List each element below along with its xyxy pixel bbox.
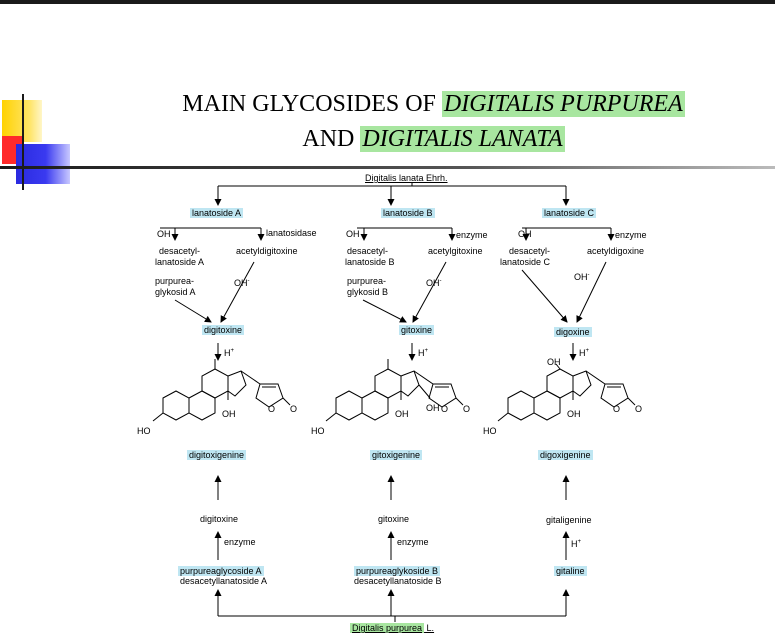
title-line1-highlight: DIGITALIS PURPUREA bbox=[441, 91, 685, 117]
label-acetylgitoxine: acetylgitoxine bbox=[428, 246, 483, 256]
label-c-bottom1: gitaline bbox=[554, 566, 587, 576]
label-a-desacetyl2: lanatoside A bbox=[155, 257, 205, 267]
label-digoxine: digoxine bbox=[554, 327, 592, 337]
label-acetyldigitoxine: acetyldigitoxine bbox=[236, 246, 298, 256]
label-b-oh-left: OH bbox=[346, 229, 360, 239]
label-b-bottom2: desacetyllanatoside B bbox=[354, 576, 442, 586]
label-c-oh-left: OH bbox=[518, 229, 532, 239]
label-a-bottom2: desacetyllanatoside A bbox=[180, 576, 268, 586]
label-a-acid-text: H bbox=[224, 348, 231, 358]
col-c-arrow-desacetyl-down bbox=[521, 269, 568, 323]
label-a-oh-struct: OH bbox=[222, 409, 236, 419]
top-border bbox=[0, 0, 775, 4]
label-a-oh-right: OH- bbox=[234, 278, 250, 288]
label-c-lower-acid-text: H bbox=[571, 539, 578, 549]
title-line2-highlight: DIGITALIS LANATA bbox=[360, 126, 565, 152]
label-digoxigenine: digoxigenine bbox=[538, 450, 593, 460]
col-a-arrow-oh bbox=[220, 261, 255, 323]
label-b-acid: H+ bbox=[418, 348, 429, 358]
label-c-oh-12: OH bbox=[547, 357, 561, 367]
col-a-arrow-purpurea bbox=[174, 299, 212, 323]
label-c-acid: H+ bbox=[579, 348, 590, 358]
label-b-purpurea2: glykosid B bbox=[347, 287, 389, 297]
label-digitoxine: digitoxine bbox=[202, 325, 245, 335]
label-c-desacetyl2: lanatoside C bbox=[500, 257, 551, 267]
label-c-desacetyl: desacetyl- bbox=[509, 246, 551, 256]
label-c-ring-o: O bbox=[613, 404, 621, 414]
label-b-desacetyl2: lanatoside B bbox=[345, 257, 395, 267]
label-b-keto-o: O bbox=[463, 404, 471, 414]
structure-gitoxigenine bbox=[325, 359, 464, 422]
label-purpureaglykoside-b: purpureaglykoside B bbox=[354, 566, 441, 576]
label-b-lower-enzyme: enzyme bbox=[397, 537, 429, 547]
source-bottom-highlight: Digitalis purpurea bbox=[350, 623, 425, 633]
col-c-arrow-acetyl-down bbox=[576, 261, 607, 323]
label-lanatosidase: lanatosidase bbox=[266, 228, 317, 238]
label-a-lower-enzyme: enzyme bbox=[224, 537, 256, 547]
label-purpureaglycoside-a: purpureaglycoside A bbox=[178, 566, 264, 576]
label-b-ring-o: O bbox=[441, 404, 449, 414]
label-acetyldigoxine: acetyldigoxine bbox=[587, 246, 645, 256]
label-b-enzyme: enzyme bbox=[456, 230, 488, 240]
label-a-oh-left: OH bbox=[157, 229, 171, 239]
label-b-purpurea: purpurea- bbox=[347, 276, 387, 286]
label-digitoxigenine: digitoxigenine bbox=[187, 450, 247, 460]
slide-title-line1: MAIN GLYCOSIDES OF DIGITALIS PURPUREA bbox=[0, 90, 775, 118]
col-b-arrow-purpurea bbox=[362, 299, 407, 323]
label-a-lower-glycoside: digitoxine bbox=[200, 514, 239, 524]
decor-blue-block bbox=[16, 144, 70, 184]
label-a-oh-right-text: OH bbox=[234, 278, 248, 288]
label-b-oh-right: OH- bbox=[426, 278, 442, 288]
label-gitaline: gitaline bbox=[554, 566, 587, 576]
label-gitoxigenine: gitoxigenine bbox=[370, 450, 423, 460]
label-a-purpurea2: glykosid A bbox=[155, 287, 196, 297]
slide-title-line2: AND DIGITALIS LANATA bbox=[0, 125, 775, 153]
label-b-oh-16: OH bbox=[426, 403, 440, 413]
col-b-arrow-oh bbox=[412, 261, 447, 323]
label-c-ho: HO bbox=[483, 426, 497, 436]
label-lanatoside-b: lanatoside B bbox=[381, 208, 435, 218]
title-line1-plain: MAIN GLYCOSIDES OF bbox=[182, 91, 442, 117]
label-c-acid-text: H bbox=[579, 348, 586, 358]
label-b-oh-right-text: OH bbox=[426, 278, 440, 288]
label-b-desacetyl: desacetyl- bbox=[347, 246, 389, 256]
structure-digitoxigenine bbox=[152, 359, 291, 422]
label-b-ho: HO bbox=[311, 426, 325, 436]
label-b-oh-struct: OH bbox=[395, 409, 409, 419]
source-digitalis-lanata: Digitalis lanata Ehrh. bbox=[365, 173, 448, 183]
structure-digoxigenine bbox=[497, 363, 636, 422]
label-a-keto-o: O bbox=[290, 404, 298, 414]
label-a-acid: H+ bbox=[224, 348, 235, 358]
label-gitaligenine: gitaligenine bbox=[546, 515, 592, 525]
label-a-ho: HO bbox=[137, 426, 151, 436]
label-a-ring-o: O bbox=[268, 404, 276, 414]
label-c-lower-acid: H+ bbox=[571, 539, 582, 549]
title-line2-plain: AND bbox=[302, 126, 361, 152]
decor-vertical-line bbox=[22, 94, 24, 190]
label-lanatoside-a: lanatoside A bbox=[190, 208, 244, 218]
label-a-desacetyl: desacetyl- bbox=[159, 246, 201, 256]
decor-horizontal-line bbox=[0, 166, 775, 169]
label-c-keto-o: O bbox=[635, 404, 643, 414]
label-b-lower-glycoside: gitoxine bbox=[378, 514, 410, 524]
label-c-enzyme: enzyme bbox=[615, 230, 647, 240]
label-c-oh-right-text: OH bbox=[574, 272, 588, 282]
label-c-oh-right: OH- bbox=[574, 272, 590, 282]
source-bottom-suffix: L. bbox=[424, 623, 435, 633]
label-a-bottom1: purpureaglycoside A bbox=[178, 566, 264, 576]
label-b-bottom1: purpureaglykoside B bbox=[354, 566, 441, 576]
label-gitoxine: gitoxine bbox=[399, 325, 435, 335]
label-c-oh-struct: OH bbox=[567, 409, 581, 419]
source-digitalis-purpurea: Digitalis purpurea L. bbox=[350, 623, 434, 633]
label-a-purpurea: purpurea- bbox=[155, 276, 195, 286]
label-b-acid-text: H bbox=[418, 348, 425, 358]
label-lanatoside-c: lanatoside C bbox=[542, 208, 597, 218]
